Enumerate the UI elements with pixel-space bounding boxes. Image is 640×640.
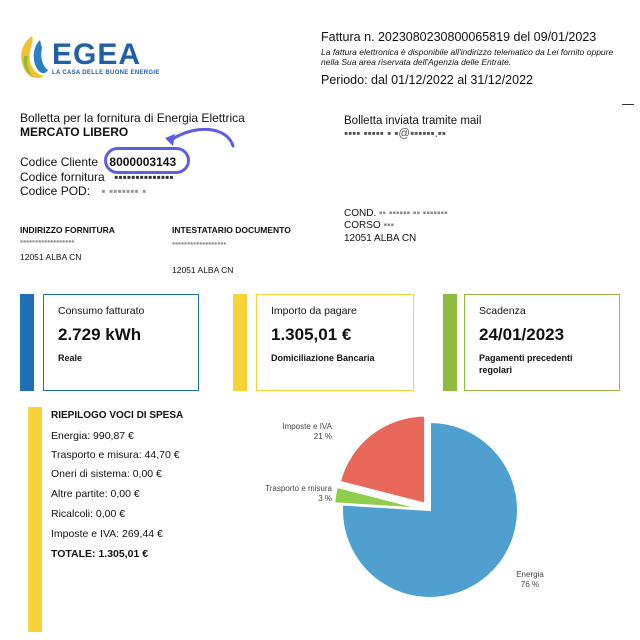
card-label: Scadenza [479, 305, 526, 317]
divider [622, 104, 634, 105]
redacted-holder-address: ▪▪▪▪▪▪▪▪▪▪▪▪▪▪▪▪▪▪ [172, 238, 227, 248]
card-label: Importo da pagare [271, 305, 357, 317]
redacted-pod: ▪ ▪▪▪▪▪▪▪ ▪ [101, 184, 147, 198]
card-value: 1.305,01 € [271, 325, 352, 344]
redacted-email: ▪▪▪▪ ▪▪▪▪▪ ▪ ▪@▪▪▪▪▪▪.▪▪ [344, 128, 446, 140]
card-sub: Pagamenti precedenti regolari [479, 353, 573, 375]
card-sub: Reale [58, 353, 83, 363]
summary-item: Ricalcoli: 0,00 € [51, 508, 126, 520]
pie-label-transport: Trasporto e misura 3 % [265, 484, 332, 503]
supply-code-label: Codice fornitura [20, 170, 105, 184]
recipient-line-1: COND. ▪▪ ▪▪▪▪▪▪ ▪▪ ▪▪▪▪▪▪▪ [344, 208, 448, 219]
pod-label: Codice POD: [20, 184, 91, 198]
customer-code-row: Codice Cliente 8000003143 [20, 155, 176, 169]
summary-total: TOTALE: 1.305,01 € [51, 548, 149, 560]
due-date-card-accent [443, 294, 457, 391]
highlight-oval [104, 147, 190, 174]
summary-item: Energia: 990,87 € [51, 430, 134, 442]
customer-code-value: 8000003143 [109, 155, 177, 169]
redacted-supply-address: ▪▪▪▪▪▪▪▪▪▪▪▪▪▪▪▪▪▪ [20, 236, 75, 246]
summary-item: Imposte e IVA: 269,44 € [51, 528, 163, 540]
invoice-number: Fattura n. 2023080230800065819 del 09/01… [321, 30, 597, 44]
pie-slice-tax [338, 414, 427, 505]
holder-city: 12051 ALBA CN [172, 265, 234, 275]
expense-pie-chart [333, 414, 519, 599]
pie-slice-transport [333, 485, 423, 510]
bill-title: Bolletta per la fornitura di Energia Ele… [20, 111, 245, 125]
amount-card-accent [233, 294, 247, 391]
card-value: 2.729 kWh [58, 325, 142, 344]
logo-wordmark: EGEA [52, 38, 142, 71]
holder-header: INTESTATARIO DOCUMENTO [172, 225, 291, 235]
supply-address-header: INDIRIZZO FORNITURA [20, 225, 115, 235]
card-sub: Domiciliazione Bancaria [271, 353, 375, 363]
pie-slice-energy [341, 420, 519, 599]
pod-row: Codice POD: ▪ ▪▪▪▪▪▪▪ ▪ [20, 184, 146, 198]
card-value: 24/01/2023 [479, 325, 565, 344]
card-label: Consumo fatturato [58, 305, 145, 317]
summary-item: Trasporto e misura: 44,70 € [51, 449, 180, 461]
invoice-note: La fattura elettronica è disponibile all… [321, 47, 614, 67]
summary-accent [28, 407, 42, 632]
pie-label-energy: Energia 76 % [516, 570, 544, 589]
amount-card: Importo da pagare 1.305,01 € Domiciliazi… [256, 294, 414, 391]
recipient-line-2: CORSO ▪▪▪ [344, 220, 395, 231]
consumption-card: Consumo fatturato 2.729 kWh Reale [43, 294, 199, 391]
consumption-card-accent [20, 294, 34, 391]
summary-title: RIEPILOGO VOCI DI SPESA [51, 410, 184, 421]
annotation-arrow [165, 127, 235, 148]
summary-item: Altre partite: 0,00 € [51, 488, 140, 500]
recipient-city: 12051 ALBA CN [344, 233, 417, 244]
supply-city: 12051 ALBA CN [20, 252, 82, 262]
logo-tagline: LA CASA DELLE BUONE ENERGIE [52, 70, 160, 76]
due-date-card: Scadenza 24/01/2023 Pagamenti precedenti… [464, 294, 620, 391]
pie-label-tax: Imposte e IVA 21 % [282, 422, 332, 441]
egea-logo [21, 36, 48, 79]
summary-item: Oneri di sistema: 0,00 € [51, 468, 162, 480]
billing-period: Periodo: dal 01/12/2022 al 31/12/2022 [321, 73, 533, 87]
delivery-method: Bolletta inviata tramite mail [344, 115, 482, 127]
market-type: MERCATO LIBERO [20, 125, 129, 139]
customer-code-label: Codice Cliente [20, 155, 99, 169]
